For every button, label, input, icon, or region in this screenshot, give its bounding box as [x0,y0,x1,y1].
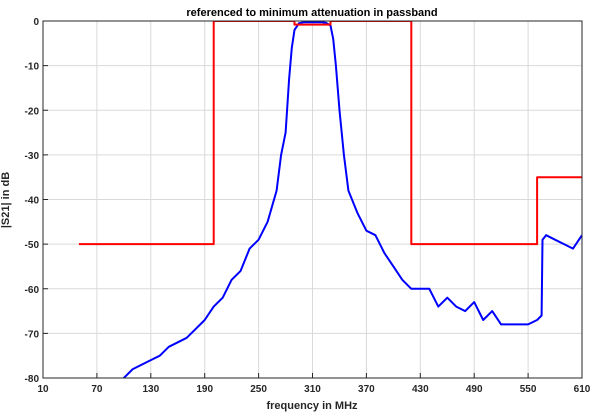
y-tick-label: -40 [25,196,40,207]
y-tick-label: -70 [25,329,40,340]
chart-title: referenced to minimum attenuation in pas… [186,7,437,19]
series-line-mask [78,21,582,246]
y-axis-label: |S21| in dB [0,172,12,228]
x-tick-label: 550 [520,384,537,395]
y-tick-label: -20 [25,106,40,117]
y-tick-label: -60 [25,285,40,296]
y-axis: 0 -10 -20 -30 -40 -50 -60 -70 -80 [25,17,48,385]
x-tick-label: 250 [250,384,267,395]
x-tick-label: 130 [142,384,159,395]
x-tick-label: 370 [358,384,375,395]
series-line-s21 [123,21,582,378]
y-tick-label: -50 [25,240,40,251]
y-tick-label: 0 [33,17,39,28]
x-tick-label: 10 [37,384,49,395]
x-tick-label: 310 [304,384,321,395]
y-tick-label: -10 [25,62,40,73]
x-tick-label: 430 [412,384,429,395]
x-axis-label: frequency in MHz [266,400,358,412]
x-tick-label: 190 [196,384,213,395]
x-tick-label: 610 [574,384,590,395]
x-tick-label: 70 [91,384,103,395]
y-tick-label: -30 [25,151,40,162]
series-layer [78,21,582,378]
y-tick-label: -80 [25,374,40,385]
x-axis: 10 70 130 190 250 310 370 430 490 550 610 [37,373,590,395]
x-tick-label: 490 [466,384,483,395]
